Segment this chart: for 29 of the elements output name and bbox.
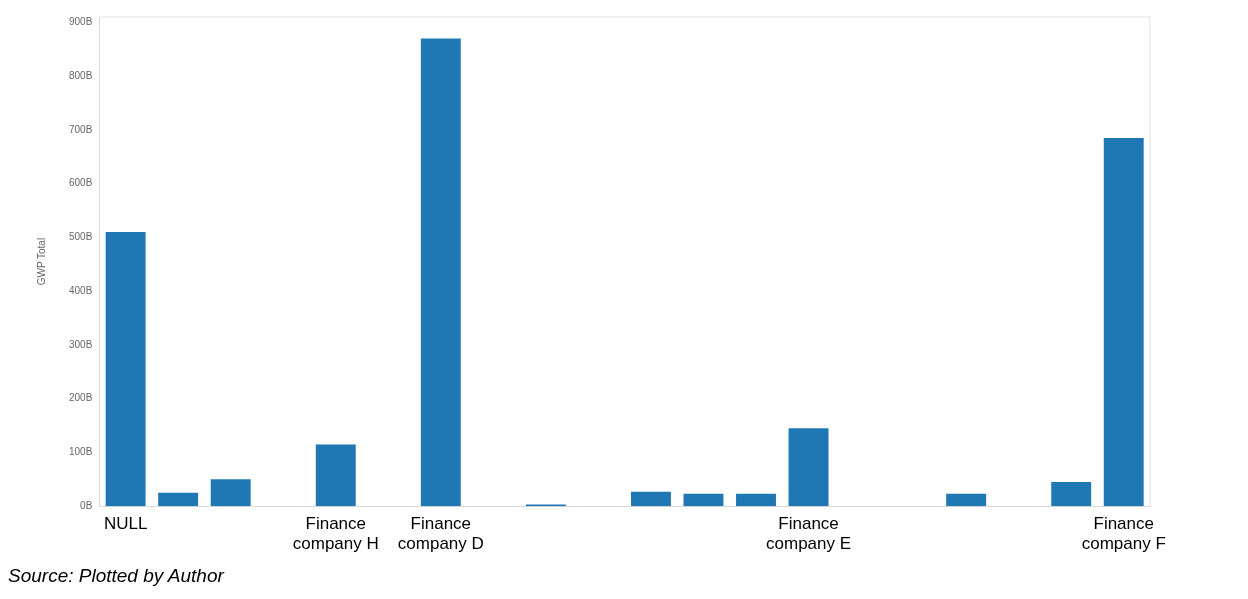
bar xyxy=(630,491,671,507)
y-tick-label: 600B xyxy=(69,177,93,189)
y-tick-label: 800B xyxy=(69,69,93,81)
y-tick-label: 500B xyxy=(69,231,93,243)
bar xyxy=(1103,137,1144,507)
y-tick-label: 300B xyxy=(69,338,93,350)
x-tick-label: NULL xyxy=(103,514,148,534)
bar xyxy=(946,493,987,507)
x-tick-label: Finance company D xyxy=(397,514,484,554)
bar xyxy=(420,38,461,507)
bar xyxy=(105,232,146,507)
bar xyxy=(315,444,356,507)
source-note: Source: Plotted by Author xyxy=(8,565,226,587)
bar xyxy=(736,493,776,507)
y-tick-label: 0B xyxy=(80,499,93,511)
bar xyxy=(1051,482,1092,507)
x-tick-label: Finance company E xyxy=(766,514,852,554)
y-tick-label: 900B xyxy=(69,16,93,28)
x-tick-label: Finance company F xyxy=(1081,514,1166,554)
y-tick-label: 200B xyxy=(69,392,93,404)
y-tick-label: 400B xyxy=(69,284,93,296)
y-axis-title: GWP Total xyxy=(35,237,47,286)
x-tick-label: Finance company H xyxy=(292,514,379,554)
y-tick-label: 700B xyxy=(69,123,93,135)
bar xyxy=(210,479,251,507)
bar xyxy=(158,492,199,507)
y-tick-label: 100B xyxy=(69,446,93,458)
bar xyxy=(788,428,829,507)
bar xyxy=(683,493,724,507)
